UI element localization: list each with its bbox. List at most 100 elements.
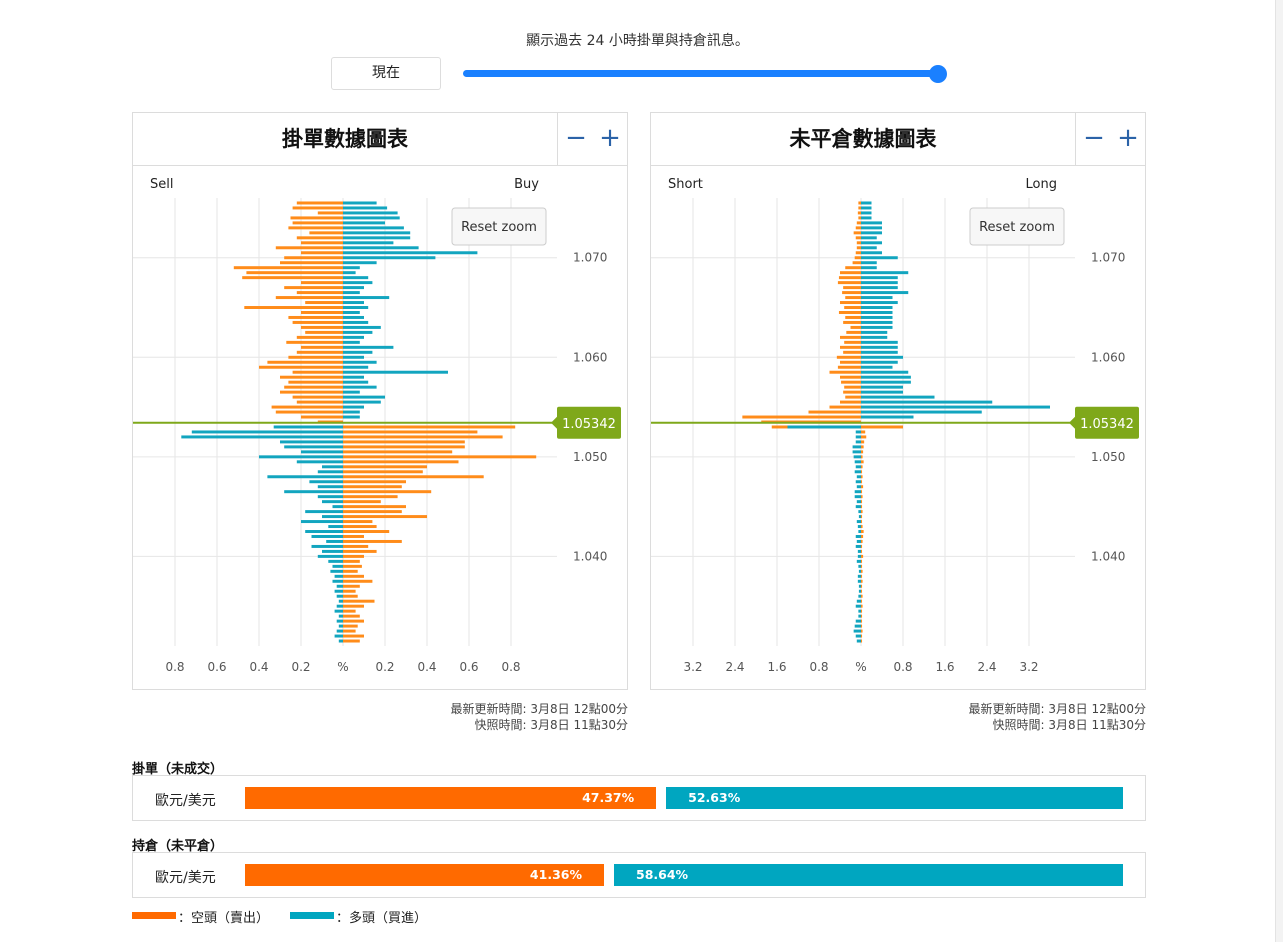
positions-bar-right-lower [861,465,863,469]
orders-bar-left-lower [317,495,343,499]
orders-chart-panel: 掛單數據圖表 − + Sell Buy 0.8 0.6 0.4 0.2% 0.2 0.4 0.6… [132,112,628,690]
orders-bar-left-upper [292,221,343,225]
orders-bar-right-lower [343,604,364,608]
positions-bar-left-upper [855,251,861,255]
orders-bar-left-lower [181,435,343,439]
orders-bar-left-lower [280,440,343,444]
positions-bar-right-lower [861,425,903,429]
positions-y-tick: 1.040 [1091,549,1125,563]
positions-bar-left-upper [829,370,861,374]
positions-bar-left-upper [841,380,861,384]
positions-bar-right-lower [861,579,863,583]
orders-reset-zoom-button[interactable]: Reset zoom [451,207,547,246]
orders-bar-left-upper [301,415,343,419]
orders-bar-right-upper [343,251,478,255]
orders-bar-left-upper [305,330,343,334]
orders-x-tick: % [337,660,348,674]
orders-bar-right-lower [343,480,406,484]
positions-y-tick: 1.050 [1091,450,1125,464]
positions-bar-right-lower [861,505,863,509]
now-button[interactable]: 現在 [331,57,441,90]
orders-reset-zoom-label[interactable]: Reset zoom [461,220,537,235]
orders-bar-left-upper [275,410,343,414]
positions-zoom-controls: − + [1075,113,1145,166]
orders-reset-zoom-bg[interactable] [451,207,547,246]
orders-bar-left-lower [334,609,343,613]
positions-bar-right-lower [861,604,863,608]
orders-bar-right-upper [343,360,377,364]
positions-bar-left-lower [854,490,861,494]
positions-bar-right-upper [861,340,898,344]
positions-bar-left-upper [855,236,861,240]
orders-bar-right-upper [343,231,411,235]
positions-bar-left-upper [838,311,861,314]
positions-bar-right-lower [861,559,863,563]
positions-zoom-in-button[interactable]: + [1117,123,1139,153]
positions-bar-right-lower [861,535,864,538]
positions-bar-left-lower [856,475,861,479]
orders-chart-title: 掛單數據圖表 [133,113,557,166]
positions-reset-zoom-button[interactable]: Reset zoom [969,207,1065,246]
positions-bar-left-lower [856,485,861,489]
positions-x-tick: % [855,660,866,674]
positions-bar-right-upper [861,246,877,250]
positions-bar-left-lower [857,549,861,553]
positions-x-tick: 3.2 [683,660,702,674]
positions-bar-right-upper [861,315,893,319]
time-slider-track[interactable] [463,70,941,77]
positions-bar-left-lower [855,430,861,434]
positions-reset-zoom-bg[interactable] [969,207,1065,246]
positions-bar-left-lower [856,520,861,524]
positions-bar-right-upper [861,286,898,290]
positions-bar-left-lower [787,425,861,429]
orders-bar-left-upper [292,370,343,374]
positions-bar-left-lower [855,465,861,469]
orders-ratio-pair: 歐元/美元 [155,793,216,809]
positions-bar-right-lower [861,614,863,618]
positions-reset-zoom-label[interactable]: Reset zoom [979,220,1055,235]
positions-bar-right-upper [861,330,888,334]
orders-bar-right-upper [343,286,364,290]
positions-bar-right-upper [861,375,911,379]
orders-bar-right-upper [343,276,369,280]
positions-bar-right-upper [861,276,898,280]
orders-zoom-out-button[interactable]: − [565,123,587,153]
positions-x-tick: 2.4 [725,660,744,674]
positions-bar-right-upper [861,251,882,255]
positions-bar-right-upper [861,221,882,225]
orders-bar-left-upper [288,315,343,319]
positions-bar-right-lower [861,639,863,643]
positions-right-label: Long [1026,177,1057,192]
orders-bar-right-lower [343,445,465,449]
positions-bar-left-upper [843,390,861,394]
positions-zoom-out-button[interactable]: − [1083,123,1105,153]
orders-zoom-in-button[interactable]: + [599,123,621,153]
positions-bar-right-upper [861,325,893,329]
positions-bar-left-lower [855,619,861,623]
positions-bar-right-upper [861,360,898,364]
orders-price-label: 1.05342 [562,417,616,432]
orders-bar-right-upper [343,405,364,409]
positions-bar-left-upper [840,345,861,349]
positions-bar-left-lower [854,624,861,628]
positions-bar-left-lower [855,604,861,608]
positions-bar-right-upper [861,306,893,309]
positions-bar-right-upper [861,216,872,220]
positions-bar-left-upper [856,241,861,245]
orders-ratio-title: 掛單（未成交） [132,762,224,777]
positions-short-bar: 41.36% [245,864,604,886]
orders-bar-left-upper [280,375,343,379]
orders-x-tick: 0.4 [417,660,436,674]
positions-bar-left-lower [858,515,861,519]
positions-ratio-box: 歐元/美元 41.36% 58.64% [132,852,1146,898]
positions-bar-right-upper [861,355,903,359]
page-scrollbar[interactable] [1275,0,1283,942]
positions-bar-right-lower [861,549,863,553]
orders-bar-left-upper [301,241,343,245]
positions-bar-left-lower [858,614,861,618]
positions-bar-left-upper [858,201,861,205]
positions-bar-right-upper [861,271,909,275]
time-slider-handle[interactable] [929,65,947,83]
orders-bar-right-upper [343,211,398,215]
positions-bar-left-upper [840,360,861,364]
